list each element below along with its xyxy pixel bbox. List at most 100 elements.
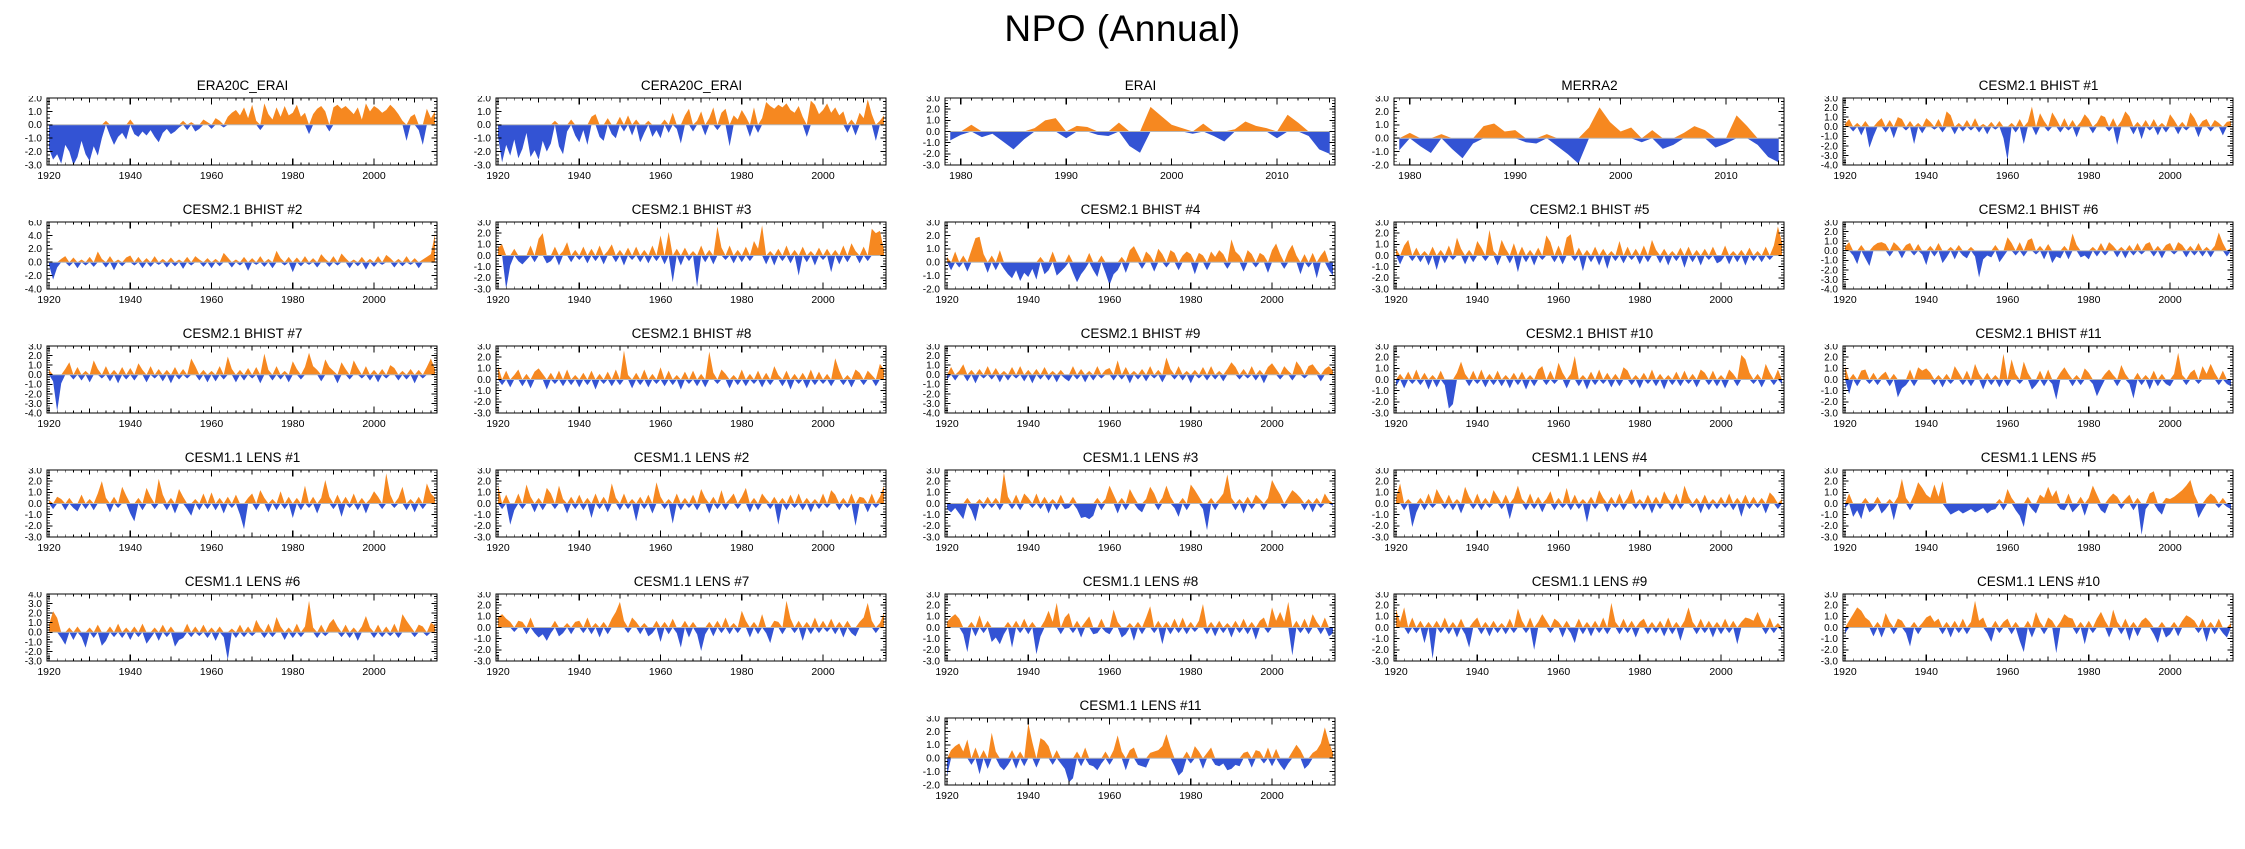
svg-text:-1.0: -1.0	[474, 262, 492, 273]
svg-text:1960: 1960	[1996, 418, 2020, 430]
svg-text:0.0: 0.0	[28, 258, 42, 269]
svg-text:-1.0: -1.0	[474, 510, 492, 521]
svg-text:1940: 1940	[119, 542, 143, 554]
svg-text:1980: 1980	[1628, 294, 1652, 306]
svg-text:3.0: 3.0	[1824, 468, 1838, 476]
subplot-canvas: -4.0-3.0-2.0-1.00.01.02.03.0 1920 1940 1960…	[923, 344, 1336, 430]
svg-text:-1.0: -1.0	[25, 134, 43, 145]
svg-text:-3.0: -3.0	[25, 656, 43, 667]
svg-text:-3.0: -3.0	[923, 532, 941, 543]
svg-text:1920: 1920	[1833, 170, 1857, 182]
svg-text:2.0: 2.0	[926, 477, 940, 488]
svg-text:2.0: 2.0	[28, 96, 42, 104]
svg-text:-4.0: -4.0	[25, 284, 43, 295]
svg-text:-1.0: -1.0	[1372, 386, 1390, 397]
subplot-canvas: -4.0-3.0-2.0-1.00.01.02.03.0 1920 1940 1960…	[1821, 220, 2234, 306]
subplot-panel: CESM2.1 BHIST #9 -4.0 -3.0 -2.0 -1.0 0.0 1.0 2.…	[898, 326, 1347, 434]
svg-text:2000: 2000	[2158, 542, 2182, 554]
svg-text:1980: 1980	[2077, 294, 2101, 306]
svg-text:2000: 2000	[811, 542, 835, 554]
svg-text:0.0: 0.0	[1375, 499, 1389, 510]
svg-text:-2.0: -2.0	[474, 273, 492, 284]
svg-text:3.0: 3.0	[1375, 468, 1389, 476]
svg-text:-2.0: -2.0	[25, 271, 43, 282]
subplot-title: CESM1.1 LENS #10	[1976, 574, 2101, 589]
svg-text:2000: 2000	[362, 542, 386, 554]
svg-text:2000: 2000	[1160, 170, 1184, 182]
svg-text:0.0: 0.0	[1824, 122, 1838, 133]
subplot-panel: CESM2.1 BHIST #8 -3.0 -2.0 -1.0 0.0 1.0 2.0 3.0…	[449, 326, 898, 434]
svg-text:1.0: 1.0	[926, 612, 940, 623]
svg-text:2.0: 2.0	[28, 609, 42, 620]
svg-text:4.0: 4.0	[28, 592, 42, 600]
svg-text:0.0: 0.0	[926, 499, 940, 510]
subplot-title: CESM1.1 LENS #11	[1079, 698, 1202, 713]
svg-text:2000: 2000	[811, 666, 835, 678]
svg-text:1940: 1940	[1915, 542, 1939, 554]
svg-text:1940: 1940	[1466, 418, 1490, 430]
svg-text:-2.0: -2.0	[1821, 397, 1839, 408]
svg-text:-3.0: -3.0	[923, 399, 941, 410]
svg-text:2000: 2000	[1709, 294, 1733, 306]
svg-text:2000: 2000	[811, 294, 835, 306]
subplot-title: CESM2.1 BHIST #8	[631, 326, 752, 341]
svg-text:0.0: 0.0	[477, 623, 491, 634]
subplot-title: CESM1.1 LENS #7	[633, 574, 750, 589]
svg-text:3.0: 3.0	[1824, 344, 1838, 352]
svg-text:1960: 1960	[1098, 418, 1122, 430]
svg-text:-1.0: -1.0	[474, 634, 492, 645]
svg-text:1920: 1920	[1833, 294, 1857, 306]
svg-text:-3.0: -3.0	[474, 284, 492, 295]
svg-text:3.0: 3.0	[477, 468, 491, 476]
svg-text:1920: 1920	[37, 666, 61, 678]
svg-text:-1.0: -1.0	[25, 510, 43, 521]
svg-text:-1.0: -1.0	[25, 380, 43, 391]
subplot-title: CESM2.1 BHIST #10	[1525, 326, 1654, 341]
subplot-title: CESM2.1 BHIST #2	[182, 202, 303, 217]
svg-text:-3.0: -3.0	[474, 532, 492, 543]
svg-text:-4.0: -4.0	[923, 408, 941, 419]
svg-text:1.0: 1.0	[1824, 237, 1838, 248]
svg-text:-3.0: -3.0	[923, 160, 941, 171]
svg-text:2.0: 2.0	[1375, 229, 1389, 240]
subplot-panel: CESM2.1 BHIST #11 -3.0 -2.0 -1.0 0.0 1.0 2.0 3.…	[1796, 326, 2245, 434]
svg-text:2000: 2000	[362, 666, 386, 678]
svg-text:3.0: 3.0	[926, 220, 940, 228]
svg-text:2000: 2000	[1260, 542, 1284, 554]
svg-text:1980: 1980	[730, 170, 754, 182]
svg-text:1960: 1960	[1996, 170, 2020, 182]
svg-text:2.0: 2.0	[477, 353, 491, 364]
svg-text:1960: 1960	[200, 542, 224, 554]
svg-text:-1.0: -1.0	[923, 634, 941, 645]
svg-text:1.0: 1.0	[477, 364, 491, 375]
svg-text:1920: 1920	[37, 294, 61, 306]
svg-text:1.0: 1.0	[926, 116, 940, 127]
svg-text:-2.0: -2.0	[1372, 273, 1390, 284]
subplot-canvas: -2.0 -1.0 0.0 1.0 2.0 3.0 1980 1990 2000 2010	[1372, 96, 1785, 182]
svg-text:1980: 1980	[1179, 294, 1203, 306]
svg-text:1.0: 1.0	[1824, 488, 1838, 499]
subplot-panel: CESM1.1 LENS #5 -3.0 -2.0 -1.0 0.0 1.0 2.0 3.0 1…	[1796, 450, 2245, 558]
svg-text:1.0: 1.0	[1375, 488, 1389, 499]
svg-text:3.0: 3.0	[477, 592, 491, 600]
svg-text:1.0: 1.0	[1375, 364, 1389, 375]
svg-text:3.0: 3.0	[926, 468, 940, 476]
subplot-panel: CESM2.1 BHIST #3 -3.0 -2.0 -1.0 0.0 1.0 2.0 3.0…	[449, 202, 898, 310]
subplot-title: CESM1.1 LENS #8	[1082, 574, 1199, 589]
svg-text:2.0: 2.0	[926, 231, 940, 242]
svg-text:1980: 1980	[281, 170, 305, 182]
svg-text:0.0: 0.0	[477, 120, 491, 131]
svg-text:1960: 1960	[1098, 542, 1122, 554]
svg-text:1920: 1920	[486, 294, 510, 306]
svg-text:1.0: 1.0	[926, 361, 940, 372]
svg-text:3.0: 3.0	[1375, 220, 1389, 228]
svg-text:1.0: 1.0	[1375, 120, 1389, 131]
svg-text:1920: 1920	[37, 170, 61, 182]
svg-text:1980: 1980	[281, 666, 305, 678]
svg-text:2.0: 2.0	[926, 601, 940, 612]
svg-text:-4.0: -4.0	[1821, 284, 1839, 295]
svg-text:1960: 1960	[649, 666, 673, 678]
svg-text:1940: 1940	[568, 294, 592, 306]
